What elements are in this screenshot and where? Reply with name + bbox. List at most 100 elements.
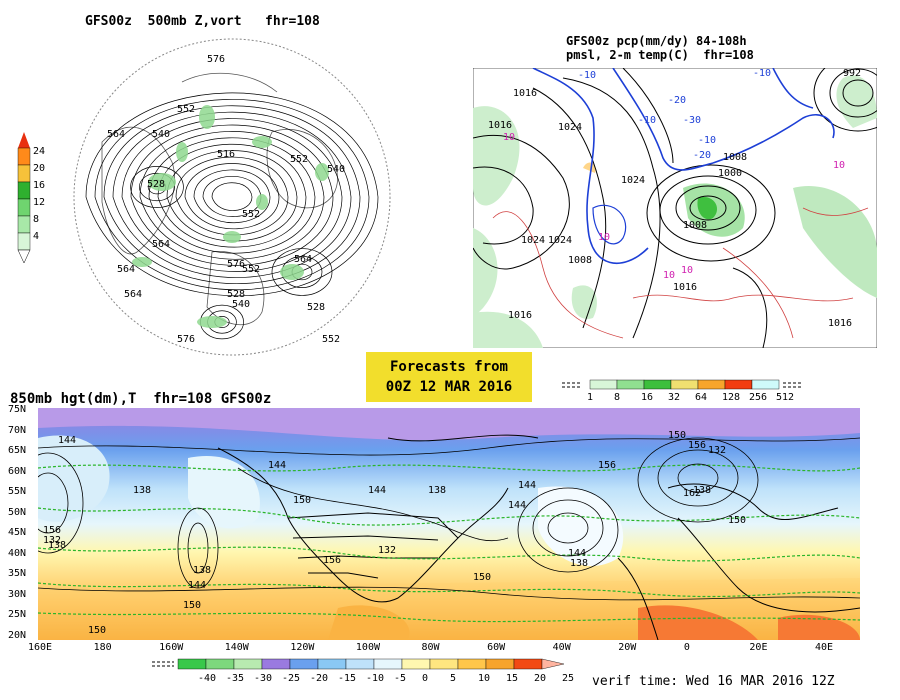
polar-contour-label: 552 <box>242 209 260 220</box>
precip-contour-labels: 1016102410081024102410161008100010081016… <box>488 68 861 329</box>
vorticity-patch <box>132 257 152 267</box>
forecast-init-line1: Forecasts from <box>389 359 508 375</box>
polar-contour-label: 528 <box>147 179 165 190</box>
precip-legend-swatch <box>643 379 672 390</box>
vort-legend-swatch <box>17 215 31 234</box>
temp-label-warm: 10 <box>598 232 610 243</box>
legend-arrow-bottom <box>17 249 31 264</box>
temp-legend-label: 5 <box>450 673 456 684</box>
vort-legend-swatch <box>17 147 31 166</box>
polar-contour-label: 576 <box>227 259 245 270</box>
vorticity-patch <box>280 264 304 280</box>
verification-time: verif time: Wed 16 MAR 2016 12Z <box>592 674 835 689</box>
isobar-label: 1024 <box>621 175 645 186</box>
map850-contour-label: 138 <box>48 540 66 551</box>
vorticity-color-legend: 24 20 16 12 8 4 <box>17 132 45 264</box>
polar-contour-label: 564 <box>152 239 170 250</box>
temp-legend-label: 25 <box>562 673 574 684</box>
isobar-label: 1016 <box>828 318 852 329</box>
forecast-init-line2: 00Z 12 MAR 2016 <box>385 379 513 395</box>
isobar-label: 1016 <box>488 120 512 131</box>
temperature-color-legend: -40 -35 -30 -25 -20 -15 -10 -5 0 5 10 15 20 25 <box>152 658 574 684</box>
map850-contour-label: 138 <box>193 565 211 576</box>
longitude-label: 80W <box>421 642 440 653</box>
temp-legend-swatch <box>541 658 565 670</box>
map850-contour-label: 156 <box>598 460 616 471</box>
longitude-label: 40E <box>815 642 834 653</box>
temp-legend-label: -40 <box>198 673 216 684</box>
map850-contour-label: 150 <box>88 625 106 636</box>
isobar-label: 1016 <box>673 282 697 293</box>
longitude-label: 160E <box>28 642 53 653</box>
temp-legend-arrow-left <box>152 661 174 667</box>
map850-contour-label: 144 <box>508 500 526 511</box>
precip-legend-label: 1 <box>587 392 593 403</box>
vorticity-patch <box>176 142 188 162</box>
temp-label-cold: -20 <box>693 150 711 161</box>
vorticity-patch <box>148 173 176 191</box>
precip-legend-swatch <box>670 379 699 390</box>
polar-height-contour <box>211 182 253 211</box>
temp-legend-swatch <box>513 658 543 670</box>
vorticity-patch <box>315 163 329 181</box>
polar-height-contour <box>112 111 352 278</box>
vorticity-patch <box>199 105 215 129</box>
longitude-label: 120W <box>290 642 315 653</box>
map850-contour-label: 156 <box>43 525 61 536</box>
polar-low-contour <box>139 172 175 202</box>
temp-legend-label: -15 <box>338 673 356 684</box>
latitude-label: 50N <box>8 506 27 518</box>
polar-contour-label: 540 <box>232 299 250 310</box>
map850-contour-label: 144 <box>58 435 76 446</box>
longitude-label: 20E <box>749 642 768 653</box>
vort-legend-swatch <box>17 181 31 200</box>
temp-legend-label: -35 <box>226 673 244 684</box>
precip-legend-label: 64 <box>695 392 707 403</box>
temp-legend-swatch <box>457 658 487 670</box>
vorticity-patch <box>252 136 272 148</box>
temp-legend-label: 15 <box>506 673 518 684</box>
polar-height-contour <box>103 105 361 284</box>
map850-title: 850mb hgt(dm),T fhr=108 GFS00z <box>10 391 272 407</box>
vort-legend-swatch <box>17 232 31 251</box>
polar-contour-label: 564 <box>124 289 142 300</box>
map850-contour-label: 144 <box>268 460 286 471</box>
polar-low-contour <box>130 166 184 208</box>
latitude-label: 40N <box>8 547 27 559</box>
map850-contour-label: 144 <box>568 548 586 559</box>
map850-coastlines <box>217 434 860 640</box>
precip-legend-label: 128 <box>722 392 740 403</box>
isobar-label: 1000 <box>718 168 742 179</box>
map850-contour-label: 162 <box>683 488 701 499</box>
latitude-label: 35N <box>8 568 27 580</box>
map850-contour-label: 150 <box>728 515 746 526</box>
temp-label-warm: 10 <box>681 265 693 276</box>
polar-vorticity-shading <box>132 105 329 328</box>
latitude-label: 45N <box>8 527 27 539</box>
vort-legend-label: 16 <box>33 180 45 191</box>
vort-legend-swatch <box>17 164 31 183</box>
temp-legend-swatch <box>261 658 291 670</box>
latitude-label: 55N <box>8 486 27 498</box>
longitude-label: 180 <box>93 642 112 653</box>
vort-legend-label: 4 <box>33 231 39 242</box>
longitude-axis: 160E 180 160W 140W 120W 100W 80W 60W 40W 20W 0 20E 4… <box>28 642 868 656</box>
temp-legend-label: 10 <box>478 673 490 684</box>
legend-arrow-top <box>18 132 30 148</box>
precip-legend-label: 16 <box>641 392 653 403</box>
temp-legend-label: -25 <box>282 673 300 684</box>
polar-height-contour <box>175 156 289 236</box>
latitude-label: 65N <box>8 445 27 457</box>
map850-contour-label: 138 <box>428 485 446 496</box>
temp-label-warm: 10 <box>663 270 675 281</box>
temp-label-warm: 10 <box>503 132 515 143</box>
polar-contour-label: 552 <box>177 104 195 115</box>
map850-contour-label: 150 <box>473 572 491 583</box>
map850-contour-label: 132 <box>708 445 726 456</box>
isobar-label: 1016 <box>513 88 537 99</box>
vorticity-patch <box>197 316 227 328</box>
polar-height-contour <box>157 143 307 248</box>
map850-contour-label: 144 <box>368 485 386 496</box>
